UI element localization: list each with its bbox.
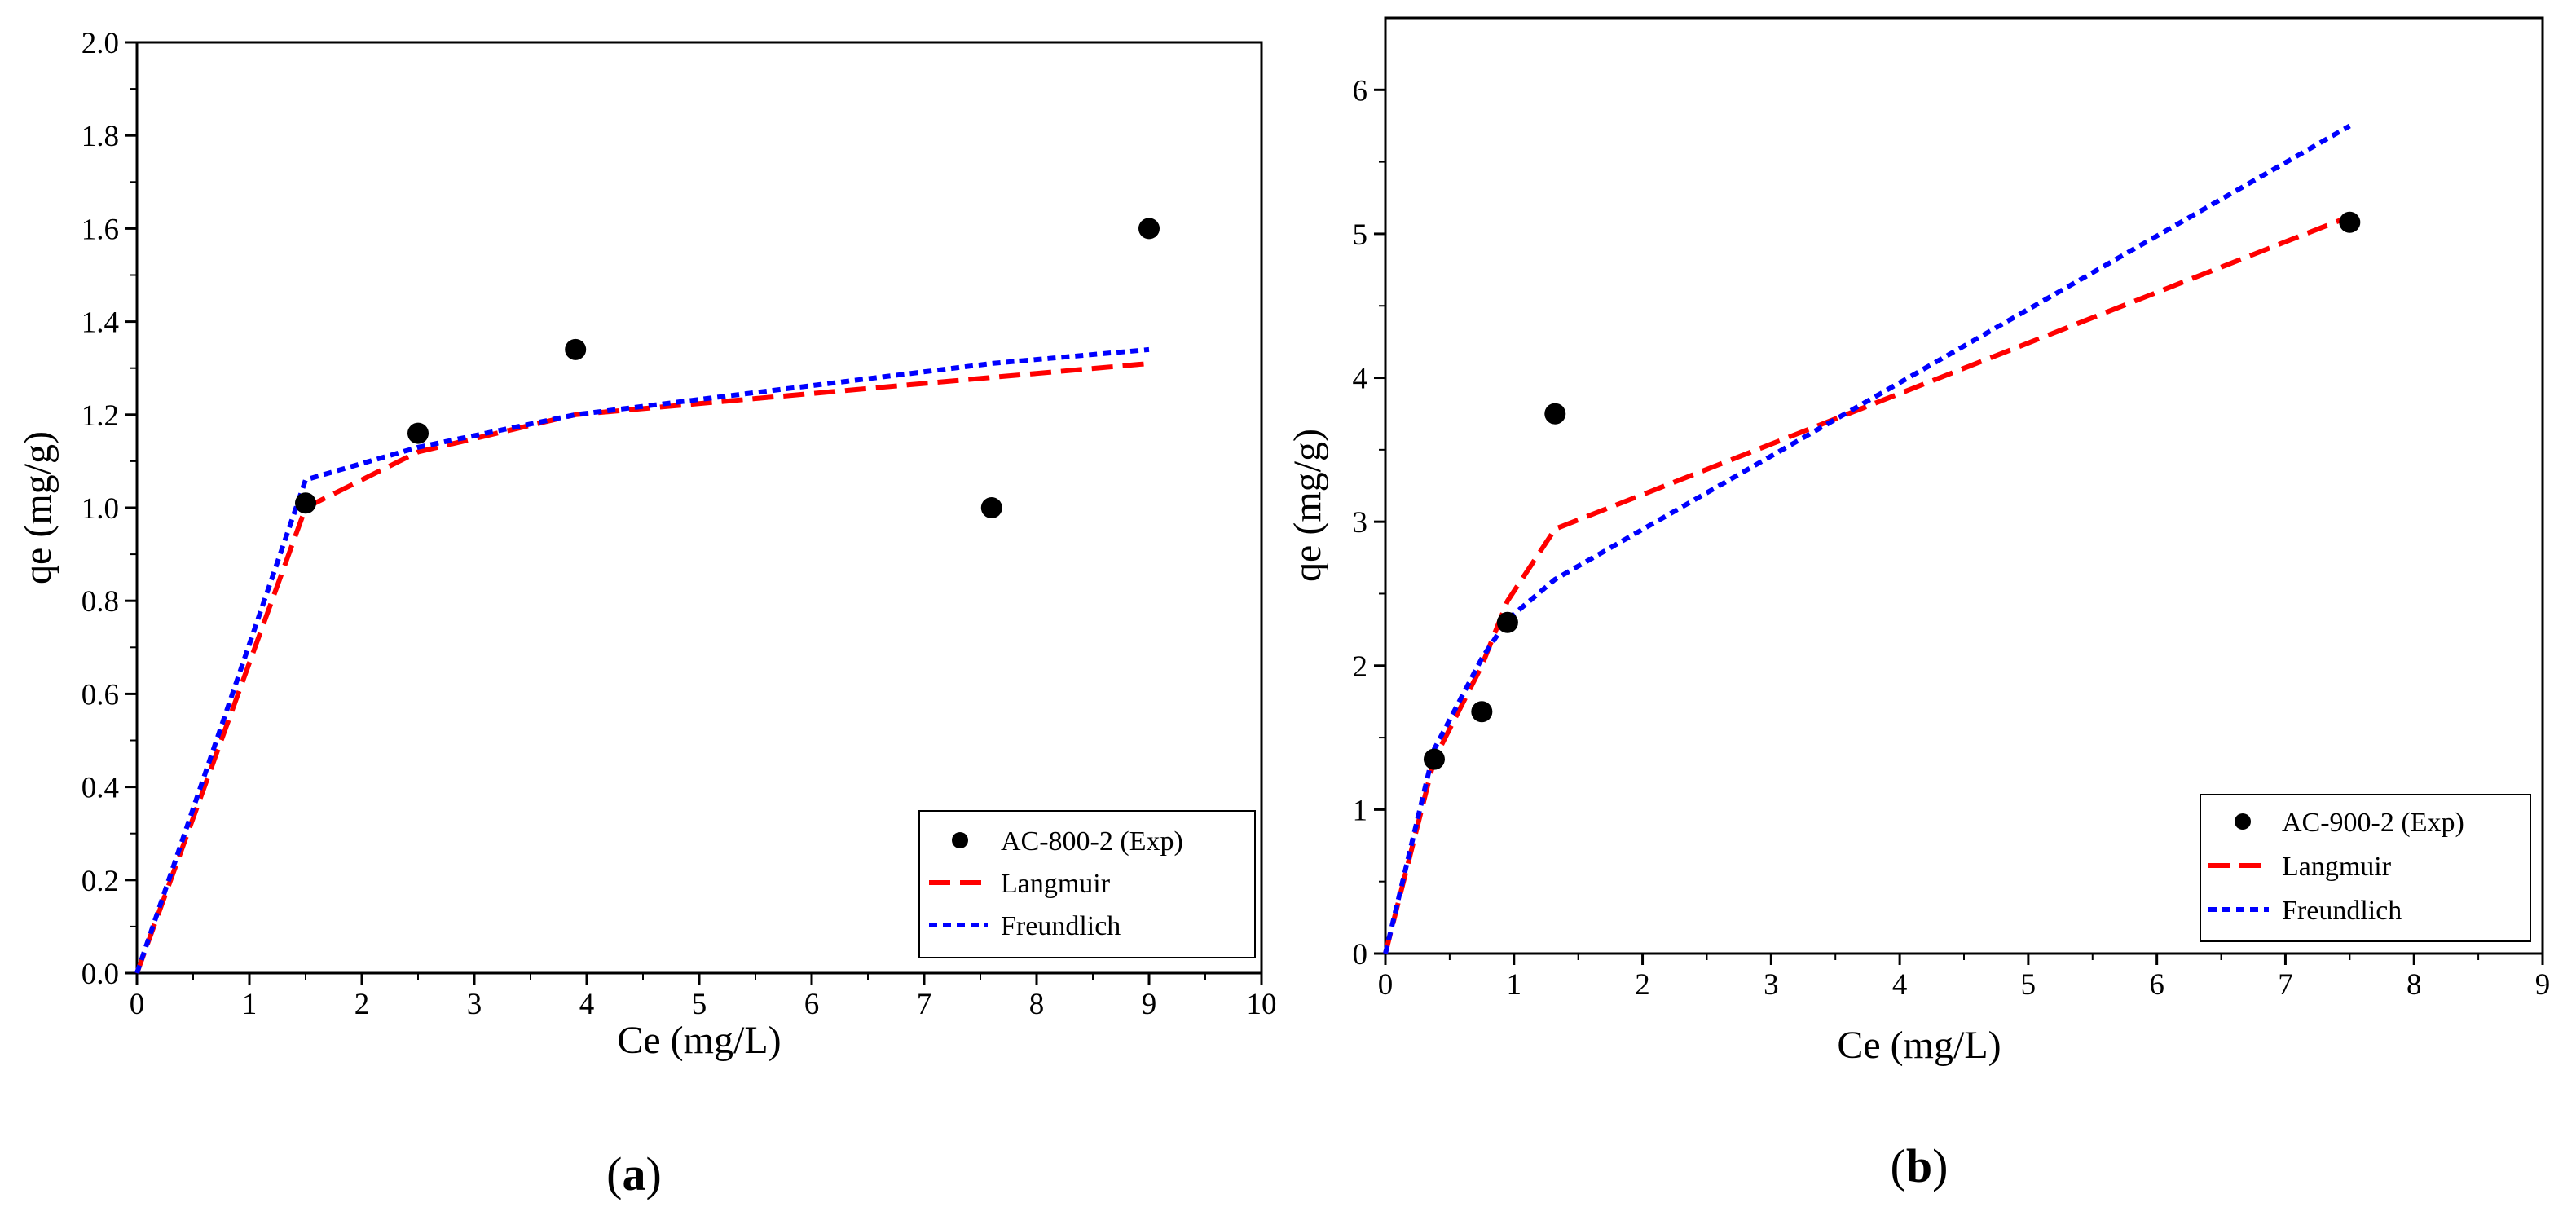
y-tick-label: 1.8 — [81, 120, 119, 153]
x-tick-label: 2 — [354, 988, 370, 1021]
y-tick-label: 0.4 — [81, 772, 119, 805]
axis-ticks-b: 0 1 2 3 4 5 6 7 8 9 0 1 2 3 4 5 6 — [1353, 74, 2551, 1002]
y-tick-label: 1.0 — [81, 492, 119, 526]
x-tick-label: 3 — [1764, 968, 1779, 1002]
y-tick-label: 0.6 — [81, 678, 119, 711]
freundlich-fit-line-a — [134, 346, 1150, 974]
y-tick-label: 1.4 — [81, 306, 119, 340]
x-tick-label: 7 — [2278, 968, 2293, 1002]
x-tick-label: 2 — [1635, 968, 1650, 1002]
y-tick-label: 2.0 — [81, 27, 119, 60]
legend-a: AC-800-2 (Exp) Langmuir Freundlich — [918, 810, 1256, 958]
y-tick-label: 1 — [1353, 794, 1368, 827]
legend-label-freundlich-a: Freundlich — [1001, 911, 1121, 941]
y-tick-label: 0.0 — [81, 958, 119, 991]
legend-label-langmuir-b: Langmuir — [2282, 852, 2392, 882]
panel-label-a: (a) — [606, 1148, 662, 1200]
exp-data-point — [407, 422, 429, 444]
y-tick-label: 4 — [1353, 363, 1368, 396]
x-tick-label: 5 — [692, 988, 707, 1021]
x-tick-label: 4 — [579, 988, 595, 1021]
legend-label-exp-b: AC-900-2 (Exp) — [2282, 808, 2464, 838]
x-axis-title-a: Ce (mg/L) — [617, 1019, 781, 1062]
x-tick-label: 6 — [804, 988, 820, 1021]
x-tick-label: 1 — [1507, 968, 1522, 1002]
y-tick-label: 0.8 — [81, 585, 119, 619]
exp-data-point — [1496, 611, 1518, 633]
legend-marker-exp-a — [952, 832, 968, 848]
chart-panel-b: 0 1 2 3 4 5 6 7 8 9 0 1 2 3 4 5 6 Ce (mg/L) qe (mg/g) AC… — [1286, 16, 2551, 1192]
x-tick-label: 6 — [2149, 968, 2164, 1002]
y-tick-label: 0 — [1353, 938, 1368, 971]
x-tick-label: 3 — [467, 988, 482, 1021]
exp-data-point — [565, 338, 587, 360]
x-tick-label: 4 — [1892, 968, 1908, 1002]
y-tick-label: 0.2 — [81, 865, 119, 898]
exp-data-point — [1471, 701, 1493, 723]
exp-data-point — [1544, 403, 1566, 425]
chart-panel-a: 0 1 2 3 4 5 6 7 8 9 10 0.0 0.2 0.4 0.6 0.8 1.0 1.2 1.4 1.6 1… — [16, 27, 1277, 1200]
exp-data-point — [980, 497, 1002, 518]
x-tick-label: 9 — [1142, 988, 1157, 1021]
y-tick-label: 5 — [1353, 218, 1368, 252]
fit-lines-a — [134, 346, 1150, 975]
x-tick-label: 8 — [1029, 988, 1045, 1021]
x-tick-label: 0 — [1378, 968, 1394, 1002]
x-tick-label: 9 — [2535, 968, 2551, 1002]
x-tick-label: 0 — [130, 988, 145, 1021]
x-tick-label: 8 — [2406, 968, 2422, 1002]
legend-label-freundlich-b: Freundlich — [2282, 896, 2402, 926]
y-axis-title-b: qe (mg/g) — [1286, 429, 1329, 582]
x-tick-label: 5 — [2021, 968, 2037, 1002]
exp-data-point — [1423, 748, 1445, 770]
legend-marker-exp-b — [2235, 813, 2251, 830]
langmuir-fit-line-a — [134, 361, 1150, 975]
y-tick-label: 3 — [1353, 506, 1368, 540]
y-axis-title-a: qe (mg/g) — [16, 431, 59, 584]
data-points-b — [1423, 211, 2361, 770]
exp-data-point — [1138, 218, 1160, 240]
y-tick-label: 6 — [1353, 74, 1368, 108]
legend-label-exp-a: AC-800-2 (Exp) — [1001, 826, 1183, 857]
axis-ticks-a: 0 1 2 3 4 5 6 7 8 9 10 0.0 0.2 0.4 0.6 0.8 1.0 1.2 1.4 1.6 1… — [81, 27, 1277, 1021]
legend-b: AC-900-2 (Exp) Langmuir Freundlich — [2200, 794, 2531, 942]
x-tick-label: 7 — [917, 988, 932, 1021]
y-tick-label: 2 — [1353, 650, 1368, 684]
legend-label-langmuir-a: Langmuir — [1001, 869, 1111, 899]
exp-data-point — [295, 492, 316, 514]
freundlich-fit-line-b — [1383, 123, 2351, 954]
x-axis-title-b: Ce (mg/L) — [1837, 1024, 2001, 1067]
data-points-a — [295, 218, 1160, 518]
exp-data-point — [2339, 211, 2361, 233]
x-tick-label: 1 — [242, 988, 258, 1021]
x-tick-label: 10 — [1247, 988, 1277, 1021]
panel-label-b: (b) — [1891, 1139, 1949, 1192]
y-tick-label: 1.6 — [81, 213, 119, 246]
y-tick-label: 1.2 — [81, 399, 119, 433]
